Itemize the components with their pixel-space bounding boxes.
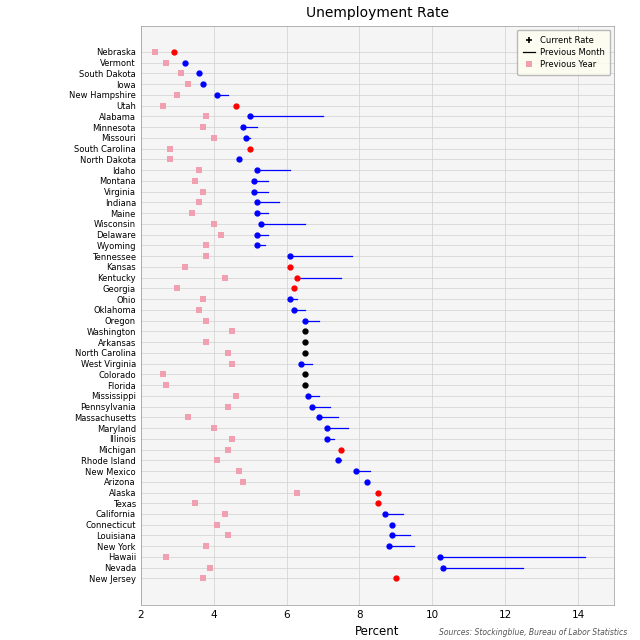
Title: Unemployment Rate: Unemployment Rate <box>306 6 449 20</box>
Text: Sources: Stockingblue, Bureau of Labor Statistics: Sources: Stockingblue, Bureau of Labor S… <box>439 628 627 637</box>
X-axis label: Percent: Percent <box>355 625 400 638</box>
Legend: Current Rate, Previous Month, Previous Year: Current Rate, Previous Month, Previous Y… <box>517 30 610 75</box>
